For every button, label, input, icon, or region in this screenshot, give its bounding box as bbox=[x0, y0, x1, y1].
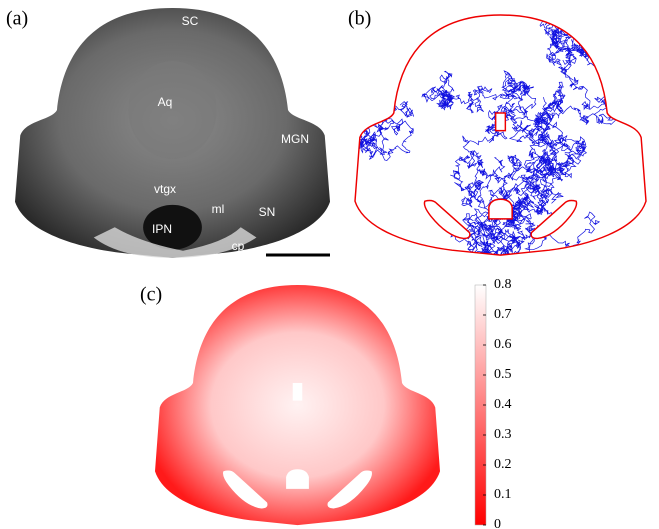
colorbar-tick-label: 0.5 bbox=[494, 367, 512, 382]
trajectory bbox=[355, 97, 415, 161]
colorbar-tick-label: 0.6 bbox=[494, 337, 512, 352]
panel-c: (c) 0 0.1 0.2 0.3 0.4 0.5 0.6 0.7 0.8 bbox=[140, 277, 512, 529]
panel-b: (b) bbox=[348, 8, 647, 256]
colorbar-ticks: 0 0.1 0.2 0.3 0.4 0.5 0.6 0.7 0.8 bbox=[483, 277, 512, 529]
trajectory bbox=[474, 199, 539, 256]
trajectories bbox=[355, 15, 646, 256]
colorbar-tick-label: 0.7 bbox=[494, 307, 512, 322]
colorbar-tick-label: 0.4 bbox=[494, 397, 512, 412]
panel-label: (b) bbox=[348, 8, 371, 30]
trajectory bbox=[462, 70, 550, 209]
region-label: cp bbox=[232, 239, 245, 253]
region-label: SC bbox=[182, 14, 199, 28]
panel-label: (c) bbox=[140, 284, 162, 306]
trajectory bbox=[450, 151, 564, 229]
colorbar-tick-label: 0 bbox=[494, 517, 501, 529]
colorbar-tick-label: 0.3 bbox=[494, 427, 512, 442]
colorbar-tick-label: 0.1 bbox=[494, 487, 512, 502]
trajectory bbox=[355, 27, 391, 91]
panel-label: (a) bbox=[6, 8, 28, 30]
density-map bbox=[155, 285, 440, 526]
region-label: IPN bbox=[152, 222, 172, 236]
region-label: Aq bbox=[158, 95, 173, 109]
region-label: MGN bbox=[281, 132, 309, 146]
region-label: vtgx bbox=[154, 182, 176, 196]
panel-a: (a) SC Aq MGN vtgx ml SN IPN cp bbox=[6, 8, 330, 258]
region-label: SN bbox=[259, 205, 276, 219]
trajectory bbox=[421, 70, 526, 122]
trajectory bbox=[532, 76, 626, 148]
trajectory bbox=[461, 106, 561, 208]
region-label: ml bbox=[212, 202, 225, 216]
colorbar-tick-label: 0.8 bbox=[494, 277, 512, 292]
colorbar-tick-label: 0.2 bbox=[494, 457, 512, 472]
